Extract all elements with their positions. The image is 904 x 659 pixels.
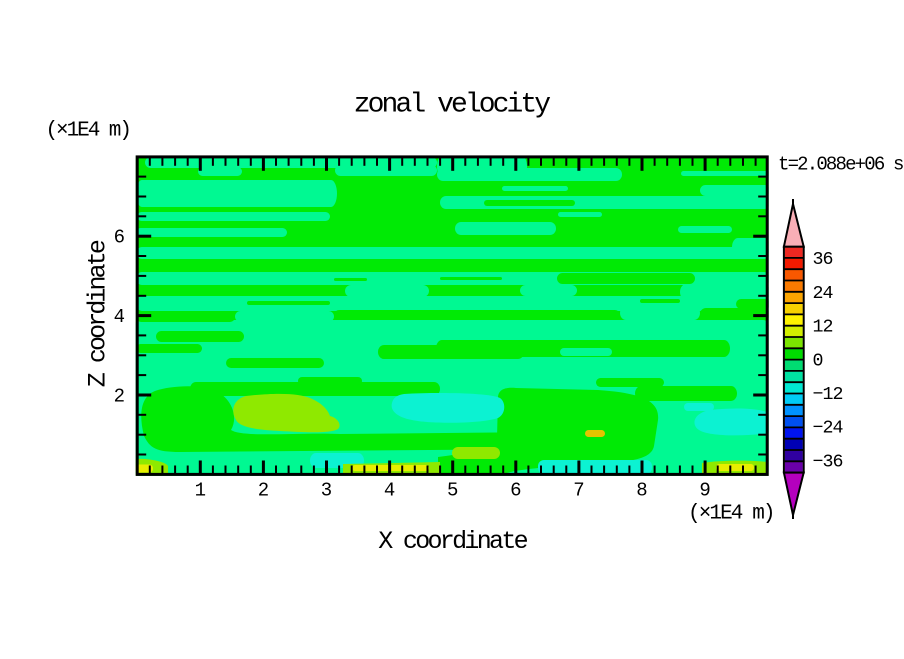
svg-text:7: 7 (573, 479, 584, 501)
svg-text:X coordinate: X coordinate (378, 527, 527, 556)
svg-text:6: 6 (114, 227, 125, 249)
svg-text:6: 6 (510, 479, 521, 501)
svg-text:36: 36 (813, 250, 833, 270)
svg-text:8: 8 (636, 479, 647, 501)
svg-text:4: 4 (384, 479, 395, 501)
svg-text:4: 4 (114, 306, 125, 328)
svg-text:zonal velocity: zonal velocity (354, 90, 550, 121)
svg-text:12: 12 (813, 318, 833, 338)
svg-text:3: 3 (321, 479, 332, 501)
svg-text:2: 2 (114, 386, 125, 408)
svg-text:1: 1 (195, 479, 206, 501)
svg-text:0: 0 (813, 351, 823, 371)
svg-text:5: 5 (447, 479, 458, 501)
svg-text:(×1E4 m): (×1E4 m) (46, 120, 130, 143)
svg-text:−24: −24 (813, 419, 844, 439)
svg-text:(×1E4 m): (×1E4 m) (688, 502, 774, 525)
svg-text:−12: −12 (813, 385, 843, 405)
svg-text:−36: −36 (813, 452, 843, 472)
svg-text:t=2.088e+06 s: t=2.088e+06 s (778, 153, 903, 175)
svg-text:9: 9 (699, 479, 710, 501)
svg-text:Z coordinate: Z coordinate (84, 240, 113, 387)
svg-text:2: 2 (258, 479, 269, 501)
svg-text:24: 24 (813, 284, 834, 304)
